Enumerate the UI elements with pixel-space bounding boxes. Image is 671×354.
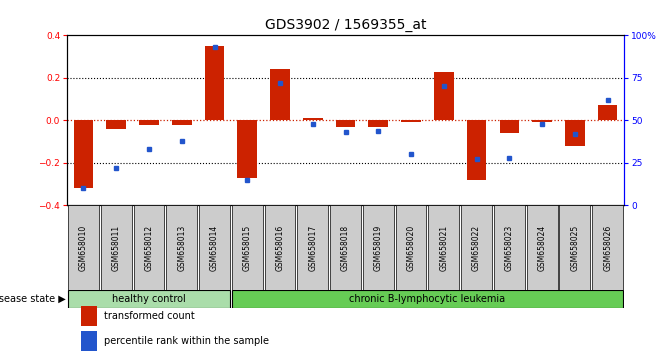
Bar: [139, 120, 159, 125]
Text: chronic B-lymphocytic leukemia: chronic B-lymphocytic leukemia: [350, 294, 505, 304]
Bar: [81, 306, 97, 326]
Text: GSM658026: GSM658026: [603, 225, 612, 271]
Bar: [297, 205, 328, 290]
Bar: [401, 120, 421, 122]
Bar: [532, 120, 552, 122]
Bar: [363, 205, 394, 290]
Bar: [238, 120, 257, 178]
Bar: [199, 205, 230, 290]
Bar: [107, 120, 126, 129]
Bar: [232, 290, 623, 308]
Bar: [527, 205, 558, 290]
Text: healthy control: healthy control: [112, 294, 186, 304]
Bar: [172, 120, 192, 125]
Text: GSM658011: GSM658011: [112, 225, 121, 271]
Text: transformed count: transformed count: [104, 311, 195, 321]
Bar: [560, 205, 590, 290]
Bar: [499, 120, 519, 133]
Text: GSM658015: GSM658015: [243, 225, 252, 271]
Text: percentile rank within the sample: percentile rank within the sample: [104, 336, 269, 346]
Text: GSM658014: GSM658014: [210, 225, 219, 271]
Bar: [270, 69, 290, 120]
Bar: [232, 205, 262, 290]
Bar: [205, 46, 224, 120]
Text: GSM658017: GSM658017: [308, 225, 317, 271]
Bar: [467, 120, 486, 180]
Bar: [429, 205, 459, 290]
Bar: [396, 205, 427, 290]
Bar: [74, 120, 93, 188]
Bar: [330, 205, 361, 290]
Bar: [264, 205, 295, 290]
Text: GSM658022: GSM658022: [472, 225, 481, 271]
Bar: [592, 205, 623, 290]
Title: GDS3902 / 1569355_at: GDS3902 / 1569355_at: [265, 18, 426, 32]
Bar: [461, 205, 492, 290]
Text: GSM658016: GSM658016: [276, 225, 285, 271]
Text: GSM658021: GSM658021: [440, 225, 448, 271]
Bar: [68, 205, 99, 290]
Text: GSM658013: GSM658013: [177, 225, 187, 271]
Text: GSM658012: GSM658012: [144, 225, 154, 271]
Bar: [494, 205, 525, 290]
Text: GSM658018: GSM658018: [341, 225, 350, 271]
Text: GSM658019: GSM658019: [374, 225, 383, 271]
Bar: [368, 120, 388, 127]
Text: GSM658010: GSM658010: [79, 225, 88, 271]
Bar: [336, 120, 356, 127]
Bar: [134, 205, 164, 290]
Bar: [81, 331, 97, 351]
Bar: [166, 205, 197, 290]
Text: GSM658025: GSM658025: [570, 225, 579, 271]
Bar: [101, 205, 132, 290]
Bar: [565, 120, 584, 146]
Bar: [68, 290, 230, 308]
Bar: [434, 72, 454, 120]
Text: GSM658020: GSM658020: [407, 225, 415, 271]
Text: disease state ▶: disease state ▶: [0, 294, 66, 304]
Bar: [598, 105, 617, 120]
Bar: [303, 118, 323, 120]
Text: GSM658024: GSM658024: [537, 225, 547, 271]
Text: GSM658023: GSM658023: [505, 225, 514, 271]
